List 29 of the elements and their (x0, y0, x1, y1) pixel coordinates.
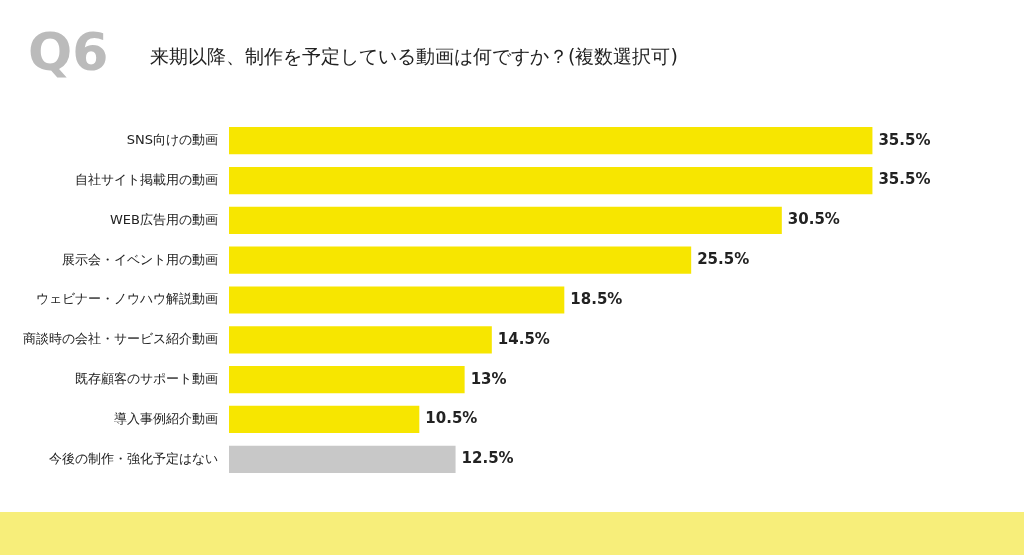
y-tick-label: 自社サイト掲載用の動画 (75, 171, 218, 187)
bar (229, 366, 465, 394)
data-label: 30.5% (787, 210, 840, 229)
y-tick-label: 既存顧客のサポート動画 (75, 371, 218, 387)
data-label: 10.5% (425, 409, 478, 428)
y-tick-label: 今後の制作・強化予定はない (49, 450, 218, 466)
bar (229, 166, 873, 195)
bar (229, 246, 692, 274)
y-tick-label: 商談時の会社・サービス紹介動画 (23, 331, 218, 347)
y-tick-label: ウェビナー・ノウハウ解説動画 (36, 291, 218, 307)
y-tick-label: 導入事例紹介動画 (114, 410, 218, 426)
data-label: 13% (470, 369, 507, 388)
y-tick-label: 展示会・イベント用の動画 (62, 251, 218, 267)
bar (229, 445, 456, 473)
data-label: 35.5% (878, 170, 931, 189)
data-label: 35.5% (878, 130, 931, 149)
bar (229, 405, 420, 434)
data-label: 25.5% (697, 250, 750, 269)
bar (229, 326, 492, 354)
chart-title: 来期以降、制作を予定している動画は何ですか？(複数選択可) (150, 44, 678, 69)
data-label: 12.5% (461, 449, 514, 468)
y-tick-label: SNS向けの動画 (126, 132, 218, 148)
data-label: 18.5% (570, 289, 623, 308)
bar (229, 206, 782, 234)
text: Q6 (28, 22, 109, 82)
y-tick-label: WEB広告用の動画 (110, 211, 218, 227)
data-label: 14.5% (497, 329, 550, 348)
bar (229, 286, 565, 314)
bar (229, 127, 873, 155)
